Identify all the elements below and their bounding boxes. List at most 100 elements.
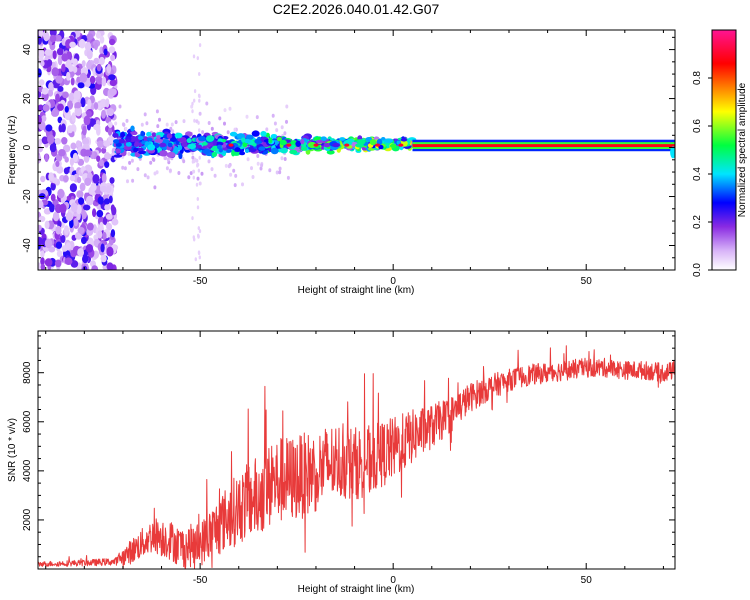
spectrogram-cell <box>109 38 116 46</box>
spectrogram-cell <box>84 42 92 51</box>
spectrogram-cell <box>271 113 275 118</box>
spectrogram-cell <box>44 220 50 229</box>
spectrogram-cell <box>289 149 298 155</box>
spectrogram-cell <box>244 148 250 153</box>
spectrogram-cell <box>187 143 197 150</box>
spectrogram-cell <box>280 125 284 130</box>
colorbar-tick-label: 0.6 <box>692 119 703 133</box>
colorbar-tick-label: 0.0 <box>692 263 703 277</box>
spectrogram-cell <box>210 126 214 131</box>
spectrogram-cell <box>69 183 77 193</box>
spectrogram-ylabel: Frequency (Hz) <box>7 116 18 185</box>
spectrogram-cell <box>197 234 200 239</box>
spectrogram-cell <box>126 138 131 143</box>
colorbar: 0.0 0.2 0.4 0.6 0.8 Normalized spectral ampl… <box>692 29 748 277</box>
spectrogram-cell <box>169 126 173 131</box>
spectrogram-cell <box>320 136 327 141</box>
spectrogram-cell <box>356 139 366 145</box>
spectrogram-cell <box>192 169 196 174</box>
spectrogram-cell <box>43 31 50 42</box>
spectrogram-cell <box>70 260 79 268</box>
spectrogram-ytick-label: 20 <box>22 93 33 105</box>
spectrogram-cell <box>51 67 59 77</box>
spectrogram-cell <box>307 141 317 149</box>
spectrogram-cell <box>89 75 96 84</box>
spectrogram-cell <box>191 151 194 156</box>
spectrogram-cell <box>200 171 204 176</box>
spectrogram-cell <box>278 166 282 171</box>
spectrogram-cell <box>233 183 237 188</box>
spectrogram-cell <box>369 139 377 146</box>
spectrogram-cell <box>72 58 78 66</box>
spectrogram-cell <box>61 63 66 73</box>
spectrogram-cell <box>130 131 138 135</box>
spectrogram-cell <box>244 138 251 144</box>
spectrogram-cell <box>146 175 150 180</box>
spectrogram-cell <box>131 178 135 183</box>
spectrogram-cell <box>167 142 173 148</box>
spectrogram-cell <box>174 132 183 139</box>
spectrogram-cell <box>71 112 76 122</box>
spectrogram-cell <box>213 173 217 178</box>
spectrogram-cell <box>223 121 226 126</box>
spectrogram-ytick-label: -40 <box>22 238 33 253</box>
spectrogram-cell <box>226 149 232 153</box>
spectrogram-cell <box>107 121 113 128</box>
spectrogram-cell <box>344 143 350 147</box>
spectrogram-cell <box>164 156 167 161</box>
snr-ytick-label: 2000 <box>22 508 33 531</box>
spectrogram-cell <box>198 255 201 260</box>
spectrogram-cell <box>207 121 211 125</box>
spectrogram-cell <box>196 197 199 201</box>
spectrogram-xtick-label: 0 <box>390 276 396 287</box>
snr-xtick-label: -50 <box>193 575 208 586</box>
spectrogram-cell <box>76 190 84 199</box>
spectrogram-cell <box>165 122 169 127</box>
spectrogram-cell <box>121 165 125 170</box>
spectrogram-cell <box>101 173 107 184</box>
spectrogram-cell <box>54 259 62 268</box>
spectrogram-cell <box>77 82 85 89</box>
spectrogram-cell <box>182 159 186 164</box>
spectrogram-cell <box>126 179 129 184</box>
spectrogram-cell <box>62 91 69 99</box>
spectrogram-cell <box>251 130 260 137</box>
spectrogram-cell <box>52 177 58 184</box>
spectrogram-cell <box>72 66 78 73</box>
spectrogram-cell <box>95 31 102 39</box>
spectrogram-cell <box>44 238 53 249</box>
spectrogram-cell <box>55 225 62 235</box>
spectrogram-panel: -50 0 50 -40 -20 0 20 40 Height of straight lin… <box>7 29 676 296</box>
spectrogram-cell <box>193 98 196 103</box>
spectrogram-cell <box>285 119 288 124</box>
spectrogram-cell <box>85 244 94 253</box>
spectrogram-cell <box>234 173 238 178</box>
spectrogram-cell <box>260 163 264 168</box>
spectrogram-cell <box>171 129 175 134</box>
spectrogram-cell <box>38 154 42 164</box>
spectrogram-cell <box>197 251 201 256</box>
spectrogram-cell <box>158 117 161 122</box>
spectrogram-cell <box>196 176 200 181</box>
spectrogram-cell <box>105 98 110 108</box>
spectrogram-cell <box>241 182 244 187</box>
snr-ytick-label: 4000 <box>22 459 33 482</box>
spectrogram-cell <box>75 140 81 148</box>
spectrogram-cell <box>140 122 144 127</box>
spectrogram-cell <box>214 141 224 146</box>
spectrogram-cell <box>156 135 161 140</box>
spectrogram-cell <box>275 170 279 175</box>
spectrogram-frame <box>37 29 676 271</box>
spectrogram-ytick-label: -20 <box>22 189 33 204</box>
spectrogram-cell <box>197 226 200 231</box>
spectrogram-cell <box>201 141 208 146</box>
spectrogram-cell <box>375 143 381 147</box>
spectrogram-cell <box>87 98 92 109</box>
spectrogram-cell <box>57 188 65 199</box>
spectrogram-cell <box>74 106 83 117</box>
spectrogram-cell <box>400 137 408 142</box>
spectrogram-cell <box>381 137 386 141</box>
spectrogram-cell <box>104 161 110 169</box>
spectrogram-cell <box>146 131 152 137</box>
spectrogram-cell <box>177 145 183 151</box>
